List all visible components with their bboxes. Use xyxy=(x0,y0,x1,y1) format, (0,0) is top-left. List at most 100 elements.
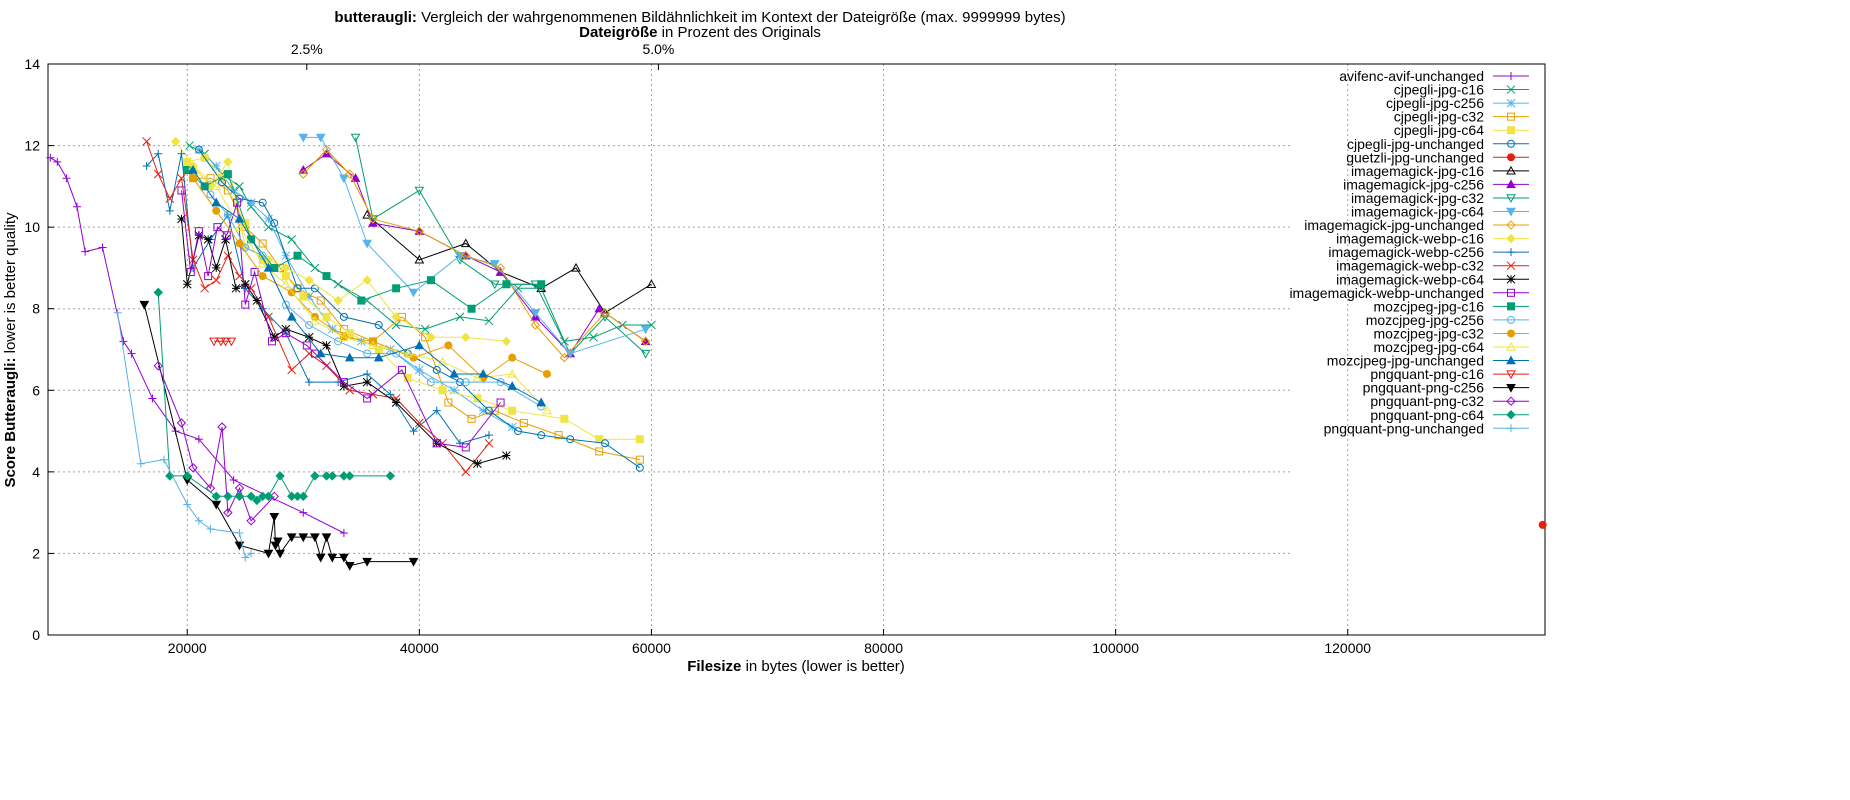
data-point xyxy=(362,239,372,249)
data-point xyxy=(241,553,250,562)
series-line xyxy=(192,165,548,412)
data-point xyxy=(223,157,233,167)
data-point xyxy=(200,283,210,293)
series-line xyxy=(192,177,548,379)
series-line xyxy=(303,136,646,355)
data-point xyxy=(554,431,563,440)
data-point xyxy=(473,459,482,469)
data-point xyxy=(194,227,203,236)
data-point xyxy=(345,329,354,338)
legend-item: mozcjpeg-jpg-c32 xyxy=(1374,325,1529,341)
legend-label: cjpegli-jpg-c256 xyxy=(1386,95,1484,111)
series-line xyxy=(366,214,652,314)
data-point xyxy=(339,381,349,391)
data-point xyxy=(194,516,203,525)
data-point xyxy=(257,258,268,268)
legend-label: imagemagick-webp-unchanged xyxy=(1289,285,1484,301)
legend-label: cjpegli-jpg-c16 xyxy=(1394,82,1484,98)
data-point xyxy=(362,275,372,285)
data-point xyxy=(356,336,366,346)
legend-label: guetzli-jpg-unchanged xyxy=(1346,149,1484,165)
legend-item: mozcjpeg-jpg-c256 xyxy=(1366,312,1529,328)
data-point xyxy=(281,263,291,273)
legend-label: mozcjpeg-jpg-c64 xyxy=(1374,339,1485,355)
data-point xyxy=(81,247,90,256)
x-axis-label: Filesize in bytes (lower is better) xyxy=(687,658,905,675)
data-point xyxy=(1506,396,1516,406)
series-guetzli-jpg-unchanged xyxy=(1538,520,1547,529)
legend-label: cjpegli-jpg-c32 xyxy=(1394,109,1484,125)
data-point xyxy=(223,491,233,502)
data-point xyxy=(269,332,279,342)
legend-label: pngquant-png-c64 xyxy=(1370,407,1484,423)
data-point xyxy=(305,378,314,387)
x2-axis-label: Dateigröße in Prozent des Originals xyxy=(579,24,821,41)
data-point xyxy=(467,414,476,423)
data-point xyxy=(414,365,424,375)
data-point xyxy=(339,378,348,387)
series xyxy=(46,133,1547,571)
legend-item: imagemagick-jpg-c32 xyxy=(1351,190,1529,206)
data-point xyxy=(305,321,314,330)
data-point xyxy=(489,260,500,269)
data-point xyxy=(315,553,326,563)
data-point xyxy=(350,173,361,182)
data-point xyxy=(414,340,425,350)
data-point xyxy=(530,309,541,318)
x2-axis-label-rest: in Prozent des Originals xyxy=(657,24,820,41)
data-point xyxy=(293,251,302,260)
data-point xyxy=(322,361,331,371)
data-point xyxy=(350,133,361,143)
data-point xyxy=(281,324,291,334)
data-point xyxy=(153,287,163,298)
data-point xyxy=(1506,194,1516,203)
legend-label: imagemagick-webp-c64 xyxy=(1336,271,1484,287)
data-point xyxy=(373,352,384,362)
data-point xyxy=(218,178,227,187)
data-point xyxy=(258,198,267,207)
series-line xyxy=(146,141,490,473)
data-point xyxy=(304,275,314,285)
data-point xyxy=(536,397,547,407)
data-point xyxy=(339,332,349,341)
data-point xyxy=(484,316,494,326)
data-point xyxy=(327,471,338,481)
data-point xyxy=(211,161,221,171)
axes: 20000 40000 60000 80000 100000 120000 0 2 4 6 8 10 1… xyxy=(24,41,1371,656)
data-point xyxy=(185,141,194,150)
legend-item: imagemagick-jpg-c256 xyxy=(1343,176,1529,192)
data-point xyxy=(272,537,283,547)
data-point xyxy=(170,136,181,147)
data-point xyxy=(507,368,518,378)
legend-label: mozcjpeg-jpg-c32 xyxy=(1374,325,1485,341)
data-point xyxy=(1506,410,1516,420)
legend-label: avifenc-avif-unchanged xyxy=(1339,68,1484,84)
data-point xyxy=(339,529,348,538)
data-point xyxy=(216,337,226,347)
series-line xyxy=(146,152,490,444)
series-line xyxy=(193,177,640,461)
data-point xyxy=(113,308,122,317)
legend-label: imagemagick-jpg-c64 xyxy=(1351,204,1484,220)
data-point xyxy=(160,455,169,464)
legend-item: mozcjpeg-jpg-c64 xyxy=(1374,339,1529,355)
data-point xyxy=(344,561,355,571)
data-point xyxy=(298,533,309,543)
data-point xyxy=(460,238,471,248)
data-point xyxy=(339,553,349,563)
data-point xyxy=(345,471,355,481)
data-point xyxy=(286,311,297,321)
series-line xyxy=(157,365,275,522)
data-point xyxy=(217,422,227,432)
legend-label: imagemagick-webp-c16 xyxy=(1336,231,1484,247)
legend-item: pngquant-png-c64 xyxy=(1370,407,1529,423)
data-point xyxy=(1506,274,1516,284)
data-point xyxy=(246,283,256,293)
data-point xyxy=(444,341,453,350)
x-tick-label: 60000 xyxy=(632,640,671,656)
data-point xyxy=(136,459,145,468)
data-point xyxy=(293,284,302,293)
chart-title: butteraugli: Vergleich der wahrgenommene… xyxy=(334,9,1065,26)
legend-label: mozcjpeg-jpg-unchanged xyxy=(1327,353,1484,369)
legend-label: pngquant-png-c32 xyxy=(1370,393,1484,409)
